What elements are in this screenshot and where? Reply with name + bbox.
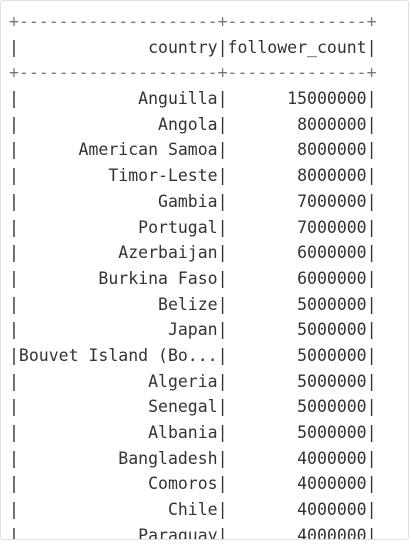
table-row-bouvet-island: |Bouvet Island (Bo...| 5000000| — [9, 343, 377, 369]
table-row-belize: | Belize| 5000000| — [9, 292, 377, 318]
table-row-japan: | Japan| 5000000| — [9, 317, 377, 343]
table-row-gambia: | Gambia| 7000000| — [9, 189, 377, 215]
table-row-senegal: | Senegal| 5000000| — [9, 394, 377, 420]
ascii-table: +--------------------+--------------+ | c… — [9, 9, 377, 540]
table-row-burkina-faso: | Burkina Faso| 6000000| — [9, 266, 377, 292]
table-row-comoros: | Comoros| 4000000| — [9, 471, 377, 497]
table-row-anguilla: | Anguilla| 15000000| — [9, 86, 377, 112]
table-header-separator: +--------------------+--------------+ — [9, 60, 377, 86]
table-row-chile: | Chile| 4000000| — [9, 497, 377, 523]
table-row-american-samoa: | American Samoa| 8000000| — [9, 137, 377, 163]
output-cell-frame: +--------------------+--------------+ | c… — [0, 0, 409, 540]
table-row-paraguay: | Paraguay| 4000000| — [9, 523, 377, 540]
table-row-timor-leste: | Timor-Leste| 8000000| — [9, 163, 377, 189]
table-row-azerbaijan: | Azerbaijan| 6000000| — [9, 240, 377, 266]
table-top-border: +--------------------+--------------+ — [9, 9, 377, 35]
table-row-bangladesh: | Bangladesh| 4000000| — [9, 446, 377, 472]
table-row-albania: | Albania| 5000000| — [9, 420, 377, 446]
table-row-portugal: | Portugal| 7000000| — [9, 215, 377, 241]
table-row-angola: | Angola| 8000000| — [9, 112, 377, 138]
table-row-algeria: | Algeria| 5000000| — [9, 369, 377, 395]
page-bottom-space — [0, 540, 411, 556]
table-header-row: | country|follower_count| — [9, 35, 377, 61]
